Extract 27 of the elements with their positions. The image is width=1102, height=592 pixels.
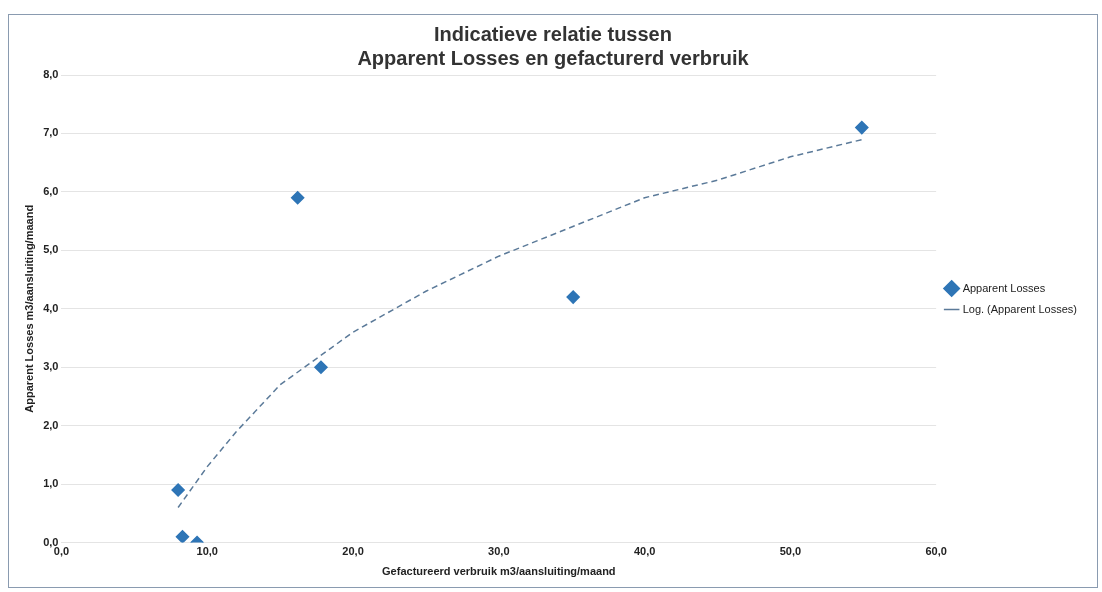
legend-label: Log. (Apparent Losses)	[962, 302, 1078, 315]
x-tick-label: 10,0	[196, 545, 218, 558]
point	[566, 290, 580, 304]
y-axis-title: Apparent Losses m3/aansluiting/maand	[22, 204, 35, 413]
x-tick-label: 30,0	[488, 545, 510, 558]
chart-title: Indicatieve relatie tussen Apparent Losses en gefacturerd verbruik	[357, 22, 750, 69]
y-tick-label: 5,0	[43, 243, 59, 256]
point	[290, 191, 305, 205]
x-tick-label: 40,0	[633, 545, 656, 558]
x-tick-label: 0,0	[53, 545, 70, 558]
x-tick-label: 20,0	[342, 545, 364, 558]
point	[171, 483, 185, 497]
y-tick-label: 8,0	[43, 68, 59, 81]
point	[314, 360, 328, 374]
point	[855, 120, 869, 135]
x-tick-label: 60,0	[925, 545, 947, 558]
x-tick-label: 50,0	[779, 545, 802, 558]
legend-label: Apparent Losses	[962, 281, 1046, 294]
y-tick-label: 2,0	[43, 418, 59, 431]
point	[175, 530, 190, 543]
y-tick-label: 4,0	[43, 301, 59, 314]
y-tick-label: 0,0	[43, 535, 59, 548]
y-tick-label: 7,0	[43, 126, 59, 139]
y-tick-label: 3,0	[43, 360, 59, 373]
x-axis-title: Gefactureerd verbruik m3/aansluiting/maand	[382, 565, 616, 578]
y-tick-label: 1,0	[43, 477, 59, 490]
y-tick-label: 6,0	[43, 184, 59, 197]
